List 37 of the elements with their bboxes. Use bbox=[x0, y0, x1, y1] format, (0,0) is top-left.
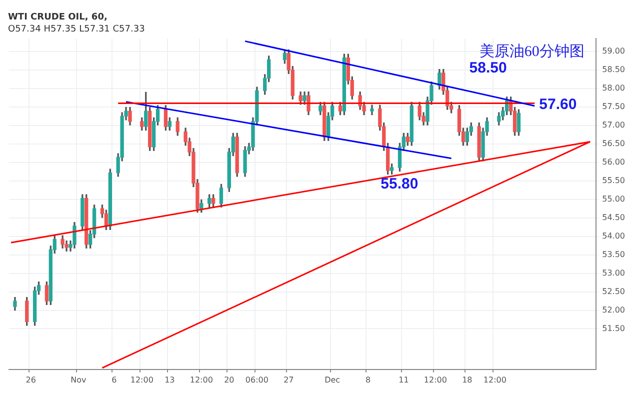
annotation: 57.60 bbox=[539, 96, 577, 113]
x-tick-label: 8 bbox=[365, 375, 371, 384]
chart-subtitle: O57.34 H57.35 L57.31 C57.33 bbox=[8, 24, 145, 35]
y-tick-label: 59.00 bbox=[602, 46, 626, 56]
y-tick-label: 56.00 bbox=[602, 157, 626, 166]
y-tick-label: 58.00 bbox=[602, 84, 626, 93]
y-tick-label: 54.50 bbox=[602, 212, 626, 222]
y-tick-label: 57.00 bbox=[602, 120, 626, 130]
x-tick-label: 27 bbox=[284, 375, 294, 384]
y-tick-label: 56.50 bbox=[602, 139, 626, 148]
annotation: 美原油60分钟图 bbox=[479, 42, 584, 60]
x-tick-label: Dec bbox=[324, 375, 340, 384]
y-tick-label: 53.00 bbox=[602, 268, 626, 278]
x-tick-label: 11 bbox=[398, 375, 409, 384]
x-tick-label: 26 bbox=[26, 375, 36, 384]
chart-title: WTI CRUDE OIL, 60, bbox=[8, 12, 108, 23]
x-tick-label: Nov bbox=[70, 375, 86, 384]
y-tick-label: 53.50 bbox=[602, 250, 626, 259]
x-tick-label: 12:00 bbox=[483, 375, 506, 384]
y-tick-label: 55.50 bbox=[602, 176, 626, 185]
y-tick-label: 51.50 bbox=[602, 324, 626, 333]
annotation: 58.50 bbox=[469, 60, 507, 77]
y-tick-label: 52.00 bbox=[602, 305, 626, 314]
x-tick-label: 18 bbox=[462, 375, 472, 384]
y-tick-label: 54.00 bbox=[602, 231, 626, 240]
x-tick-label: 6 bbox=[112, 375, 117, 384]
x-tick-label: 13 bbox=[164, 375, 175, 384]
x-tick-label: 12:00 bbox=[190, 375, 213, 384]
y-tick-label: 55.00 bbox=[602, 194, 626, 204]
x-tick-label: 12:00 bbox=[424, 375, 447, 384]
y-tick-label: 58.50 bbox=[602, 65, 626, 74]
annotation: 55.80 bbox=[380, 175, 418, 192]
y-tick-label: 52.50 bbox=[602, 286, 626, 296]
y-tick-label: 57.50 bbox=[602, 102, 626, 112]
x-tick-label: 06:00 bbox=[245, 375, 268, 384]
x-tick-label: 12:00 bbox=[130, 375, 154, 384]
x-tick-label: 20 bbox=[224, 375, 234, 384]
